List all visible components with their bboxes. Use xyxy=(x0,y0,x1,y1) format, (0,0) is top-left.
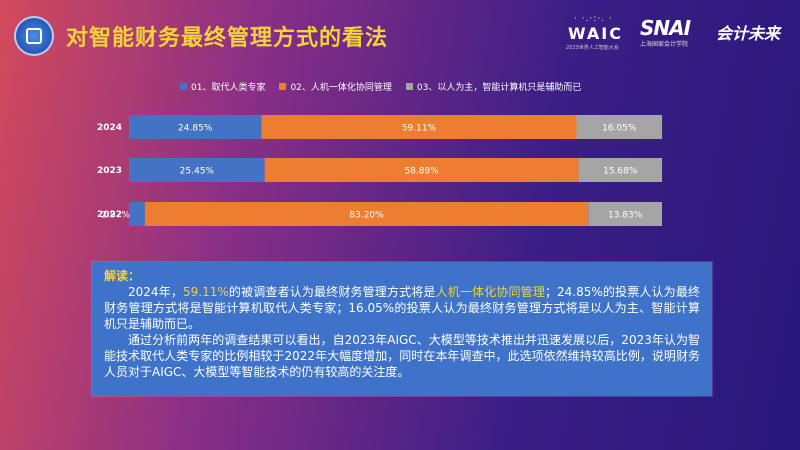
bar-segment-2024-s2 xyxy=(261,115,577,139)
data-label-2024-s2: 59.11% xyxy=(402,124,437,134)
legend-swatch-1 xyxy=(180,83,187,90)
legend-item-1: 01、取代人类专家 xyxy=(180,80,265,93)
data-label-2023-s1: 25.45% xyxy=(180,167,215,177)
bar-segment-2023-s2 xyxy=(264,158,579,182)
data-label-2024-s1: 24.85% xyxy=(178,124,213,134)
legend-swatch-2 xyxy=(279,83,287,90)
category-label-2024: 2024 xyxy=(97,123,122,133)
p1-text-c: ；24.85%的投票人认为最终财务管理方式将是智能计算机取代人类专家；16.05… xyxy=(104,285,700,331)
category-label-2023: 2023 xyxy=(97,166,122,176)
category-label-2022: 2022 xyxy=(97,210,122,220)
p1-text-b: 的被调查者认为最终财务管理方式将是 xyxy=(228,285,436,299)
data-label-2024-s3: 16.05% xyxy=(602,124,637,134)
snai-logo: SNAI 上海国家会计学院 xyxy=(640,14,706,50)
waic-logo-subtitle: 2023世界人工智能大会 xyxy=(565,45,619,51)
snai-logo-text: SNAI xyxy=(639,16,691,40)
waic-logo-text: WAIC xyxy=(567,24,623,43)
data-label-2023-s3: 15.68% xyxy=(603,167,638,177)
legend-item-2: 02、人机一体化协同管理 xyxy=(279,80,392,93)
snai-logo-subtitle: 上海国家会计学院 xyxy=(639,41,688,48)
legend-swatch-3 xyxy=(405,83,413,90)
legend-label-3: 03、以人为主，智能计算机只是辅助而已 xyxy=(416,83,582,93)
bar-segment-2022-s1 xyxy=(129,202,145,226)
explanation-paragraph-2: 通过分析前两年的调查结果可以看出，自2023年AIGC、大模型等技术推出并迅速发… xyxy=(104,333,700,379)
explanation-paragraph-1: 2024年，59.11%的被调查者认为最终财务管理方式将是人机一体化协同管理；2… xyxy=(104,284,700,332)
p1-highlight-percent: 59.11% xyxy=(183,285,229,299)
page-title: 对智能财务最终管理方式的看法 xyxy=(66,26,389,51)
waic-logo-dots: · ·.·:·. · xyxy=(573,14,613,24)
chart-legend: 01、取代人类专家 02、人机一体化协同管理 03、以人为主，智能计算机只是辅助… xyxy=(180,80,581,93)
p1-highlight-method: 人机一体化协同管理 xyxy=(435,285,545,299)
kuaiji-weilai-logo: 会计未来 xyxy=(715,24,780,43)
explanation-box: 解读： 2024年，59.11%的被调查者认为最终财务管理方式将是人机一体化协同… xyxy=(92,262,712,396)
bar-segment-2022-s2 xyxy=(144,202,589,226)
logo-group: · ·.·:·. · WAIC 2023世界人工智能大会 SNAI 上海国家会计… xyxy=(565,14,780,51)
data-label-2022-s3: 13.83% xyxy=(608,211,643,221)
legend-item-3: 03、以人为主，智能计算机只是辅助而已 xyxy=(405,80,582,93)
bar-segment-2023-s3 xyxy=(578,158,663,182)
stacked-bar-chart: 2024 24.85% 59.11% 16.05% 2023 25.45% 58.88% 15… xyxy=(97,115,663,226)
data-label-2023-s2: 58.88% xyxy=(404,167,439,177)
bar-segment-2024-s1 xyxy=(129,115,262,139)
legend-label-1: 01、取代人类专家 xyxy=(191,83,266,93)
p1-text-a: 2024年， xyxy=(128,285,184,299)
bar-segment-2022-s3 xyxy=(588,202,662,226)
legend-label-2: 02、人机一体化协同管理 xyxy=(290,83,392,93)
bar-segment-2024-s3 xyxy=(576,115,663,139)
data-label-2022-s1: 2.97% xyxy=(101,211,130,221)
waic-logo: · ·.·:·. · WAIC 2023世界人工智能大会 xyxy=(565,14,630,51)
title-icon xyxy=(14,16,54,56)
data-label-2022-s2: 83.20% xyxy=(349,211,384,221)
explanation-heading: 解读： xyxy=(104,269,141,283)
bar-segment-2023-s1 xyxy=(129,158,265,182)
